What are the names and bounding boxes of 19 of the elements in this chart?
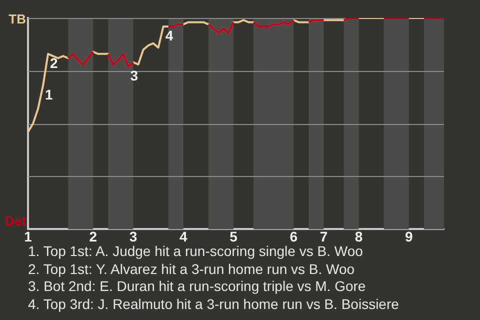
annotation: 3: [130, 67, 138, 84]
text: Det: [5, 213, 27, 228]
x-tick-label: 4: [179, 228, 188, 244]
annotation: 2: [50, 54, 58, 71]
x-tick-label: 8: [354, 228, 363, 244]
text: 1. Top 1st: A. Judge hit a run-scoring single vs B. Woo: [28, 243, 364, 260]
x-tick-label: 7: [320, 228, 328, 244]
x-tick-label: 5: [230, 228, 238, 244]
text: TB: [8, 12, 26, 27]
x-tick-label: 2: [89, 228, 98, 244]
x-tick-label: 6: [290, 228, 298, 244]
text: 4. Top 3rd: J. Realmuto hit a 3-run home run vs B. Boissiere: [28, 296, 399, 313]
text: 3. Bot 2nd: E. Duran hit a run-scoring triple vs M. Gore: [28, 278, 367, 296]
x-tick-label: 1: [24, 228, 32, 244]
x-tick-label: 9: [405, 228, 414, 244]
annotation: 4: [165, 27, 174, 44]
annotation: 1: [45, 86, 54, 102]
text: 2. Top 1st: Y. Alvarez hit a 3-run home run vs B. Woo: [28, 260, 356, 278]
x-tick-label: 3: [129, 228, 138, 244]
